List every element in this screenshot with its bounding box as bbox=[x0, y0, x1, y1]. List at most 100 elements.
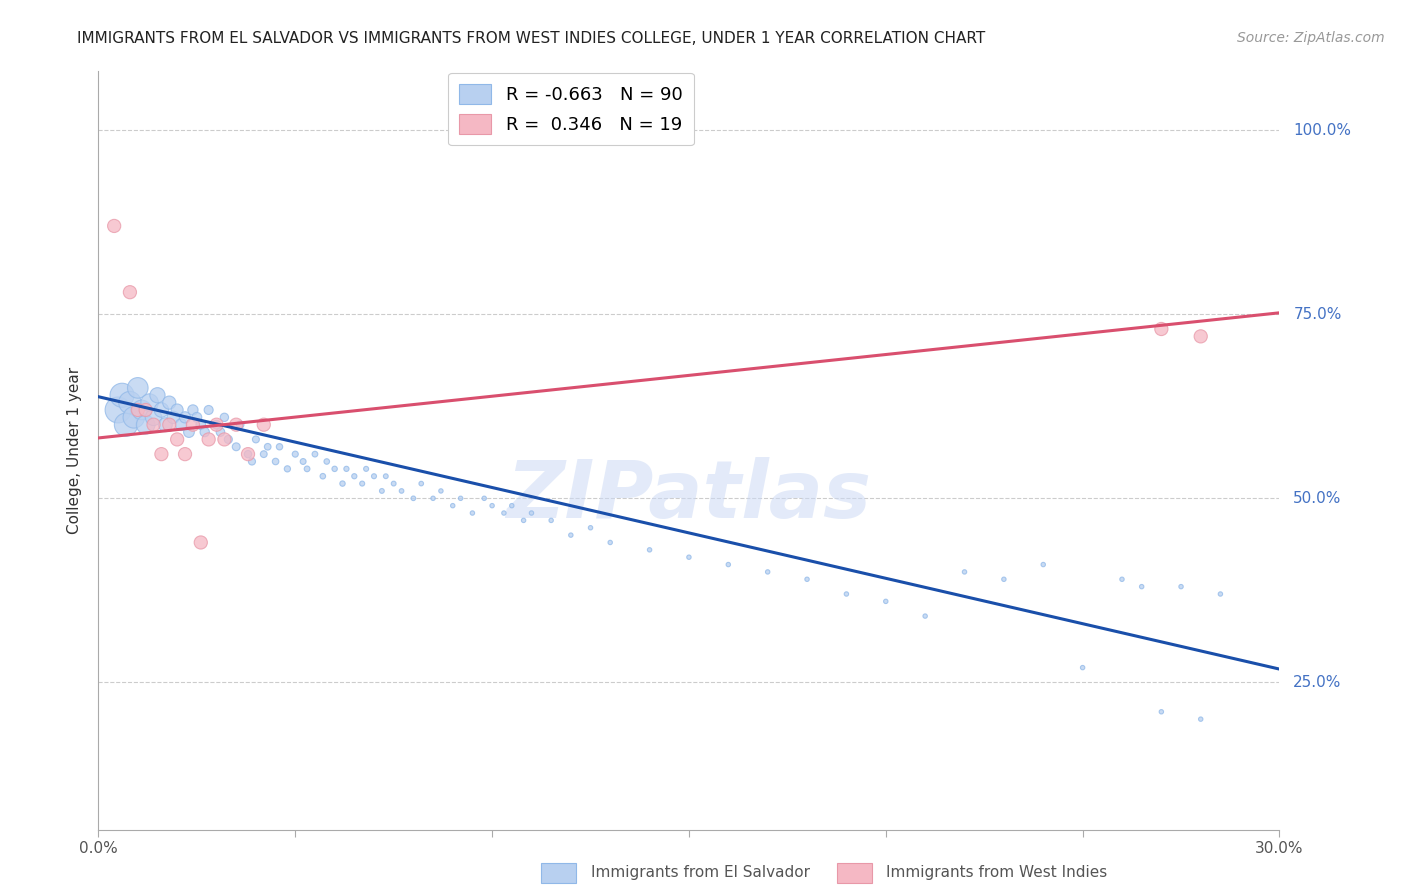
Text: 50.0%: 50.0% bbox=[1294, 491, 1341, 506]
Point bbox=[142, 410, 165, 425]
Point bbox=[155, 417, 177, 432]
Point bbox=[174, 447, 197, 461]
Text: ZIPatlas: ZIPatlas bbox=[506, 457, 872, 535]
Point bbox=[236, 447, 259, 461]
Point bbox=[190, 535, 212, 549]
Point bbox=[430, 483, 453, 498]
Point bbox=[343, 469, 366, 483]
Point bbox=[352, 476, 374, 491]
Text: 75.0%: 75.0% bbox=[1294, 307, 1341, 322]
Point bbox=[1189, 329, 1212, 343]
Point bbox=[225, 440, 247, 454]
Point bbox=[157, 395, 180, 409]
Point bbox=[142, 417, 165, 432]
Point bbox=[214, 410, 236, 425]
Point bbox=[135, 417, 157, 432]
Point bbox=[835, 587, 858, 601]
Point bbox=[127, 381, 149, 395]
Point bbox=[472, 491, 495, 506]
Text: Immigrants from West Indies: Immigrants from West Indies bbox=[886, 865, 1107, 880]
Point bbox=[256, 440, 278, 454]
Point bbox=[186, 410, 208, 425]
Point bbox=[118, 285, 141, 300]
Point bbox=[276, 462, 298, 476]
Text: Source: ZipAtlas.com: Source: ZipAtlas.com bbox=[1237, 31, 1385, 45]
Point bbox=[115, 417, 138, 432]
Point bbox=[118, 395, 141, 409]
Point bbox=[127, 403, 149, 417]
Point bbox=[245, 433, 267, 447]
Point bbox=[170, 417, 193, 432]
Point bbox=[1130, 580, 1153, 594]
Point bbox=[391, 483, 413, 498]
Point bbox=[560, 528, 582, 542]
Point bbox=[209, 425, 232, 439]
Point bbox=[150, 447, 173, 461]
Point bbox=[512, 513, 534, 527]
Point bbox=[450, 491, 472, 506]
Point bbox=[411, 476, 433, 491]
Point bbox=[190, 417, 212, 432]
Point bbox=[382, 476, 405, 491]
Point bbox=[269, 440, 291, 454]
Point bbox=[292, 454, 315, 468]
Point bbox=[315, 454, 337, 468]
Point bbox=[422, 491, 444, 506]
Point bbox=[953, 565, 976, 579]
Point bbox=[599, 535, 621, 549]
Point bbox=[166, 433, 188, 447]
Point bbox=[323, 462, 346, 476]
Point bbox=[756, 565, 779, 579]
Point bbox=[402, 491, 425, 506]
Point bbox=[875, 594, 897, 608]
Legend: R = -0.663   N = 90, R =  0.346   N = 19: R = -0.663 N = 90, R = 0.346 N = 19 bbox=[449, 73, 693, 145]
Point bbox=[914, 609, 936, 624]
Y-axis label: College, Under 1 year: College, Under 1 year bbox=[67, 367, 83, 534]
Point bbox=[162, 410, 184, 425]
Point bbox=[1170, 580, 1192, 594]
Text: Immigrants from El Salvador: Immigrants from El Salvador bbox=[591, 865, 810, 880]
Point bbox=[197, 403, 219, 417]
Text: 100.0%: 100.0% bbox=[1294, 123, 1351, 137]
Point bbox=[717, 558, 740, 572]
Point bbox=[138, 395, 160, 409]
Point bbox=[194, 425, 217, 439]
Point bbox=[107, 403, 129, 417]
Point bbox=[197, 433, 219, 447]
Point bbox=[135, 403, 157, 417]
Point bbox=[363, 469, 385, 483]
Point bbox=[295, 462, 318, 476]
Point bbox=[374, 469, 396, 483]
Point bbox=[332, 476, 354, 491]
Point bbox=[122, 410, 145, 425]
Point bbox=[146, 388, 169, 402]
Point bbox=[264, 454, 287, 468]
Point bbox=[638, 542, 661, 557]
Point bbox=[796, 572, 818, 586]
Point bbox=[150, 403, 173, 417]
Point bbox=[1032, 558, 1054, 572]
Point bbox=[111, 388, 134, 402]
Point bbox=[236, 447, 259, 461]
Point bbox=[181, 417, 204, 432]
Point bbox=[335, 462, 357, 476]
Text: IMMIGRANTS FROM EL SALVADOR VS IMMIGRANTS FROM WEST INDIES COLLEGE, UNDER 1 YEAR: IMMIGRANTS FROM EL SALVADOR VS IMMIGRANT… bbox=[77, 31, 986, 46]
Point bbox=[174, 410, 197, 425]
Point bbox=[177, 425, 200, 439]
Point bbox=[229, 417, 252, 432]
Text: 25.0%: 25.0% bbox=[1294, 675, 1341, 690]
Point bbox=[1111, 572, 1133, 586]
Point bbox=[441, 499, 464, 513]
Point bbox=[1150, 705, 1173, 719]
Point bbox=[461, 506, 484, 520]
Point bbox=[181, 403, 204, 417]
Point bbox=[225, 417, 247, 432]
Point bbox=[312, 469, 335, 483]
Point bbox=[157, 417, 180, 432]
Point bbox=[131, 403, 153, 417]
Point bbox=[205, 417, 228, 432]
Point bbox=[1071, 660, 1094, 674]
Point bbox=[520, 506, 543, 520]
Point bbox=[1209, 587, 1232, 601]
Point bbox=[103, 219, 125, 233]
